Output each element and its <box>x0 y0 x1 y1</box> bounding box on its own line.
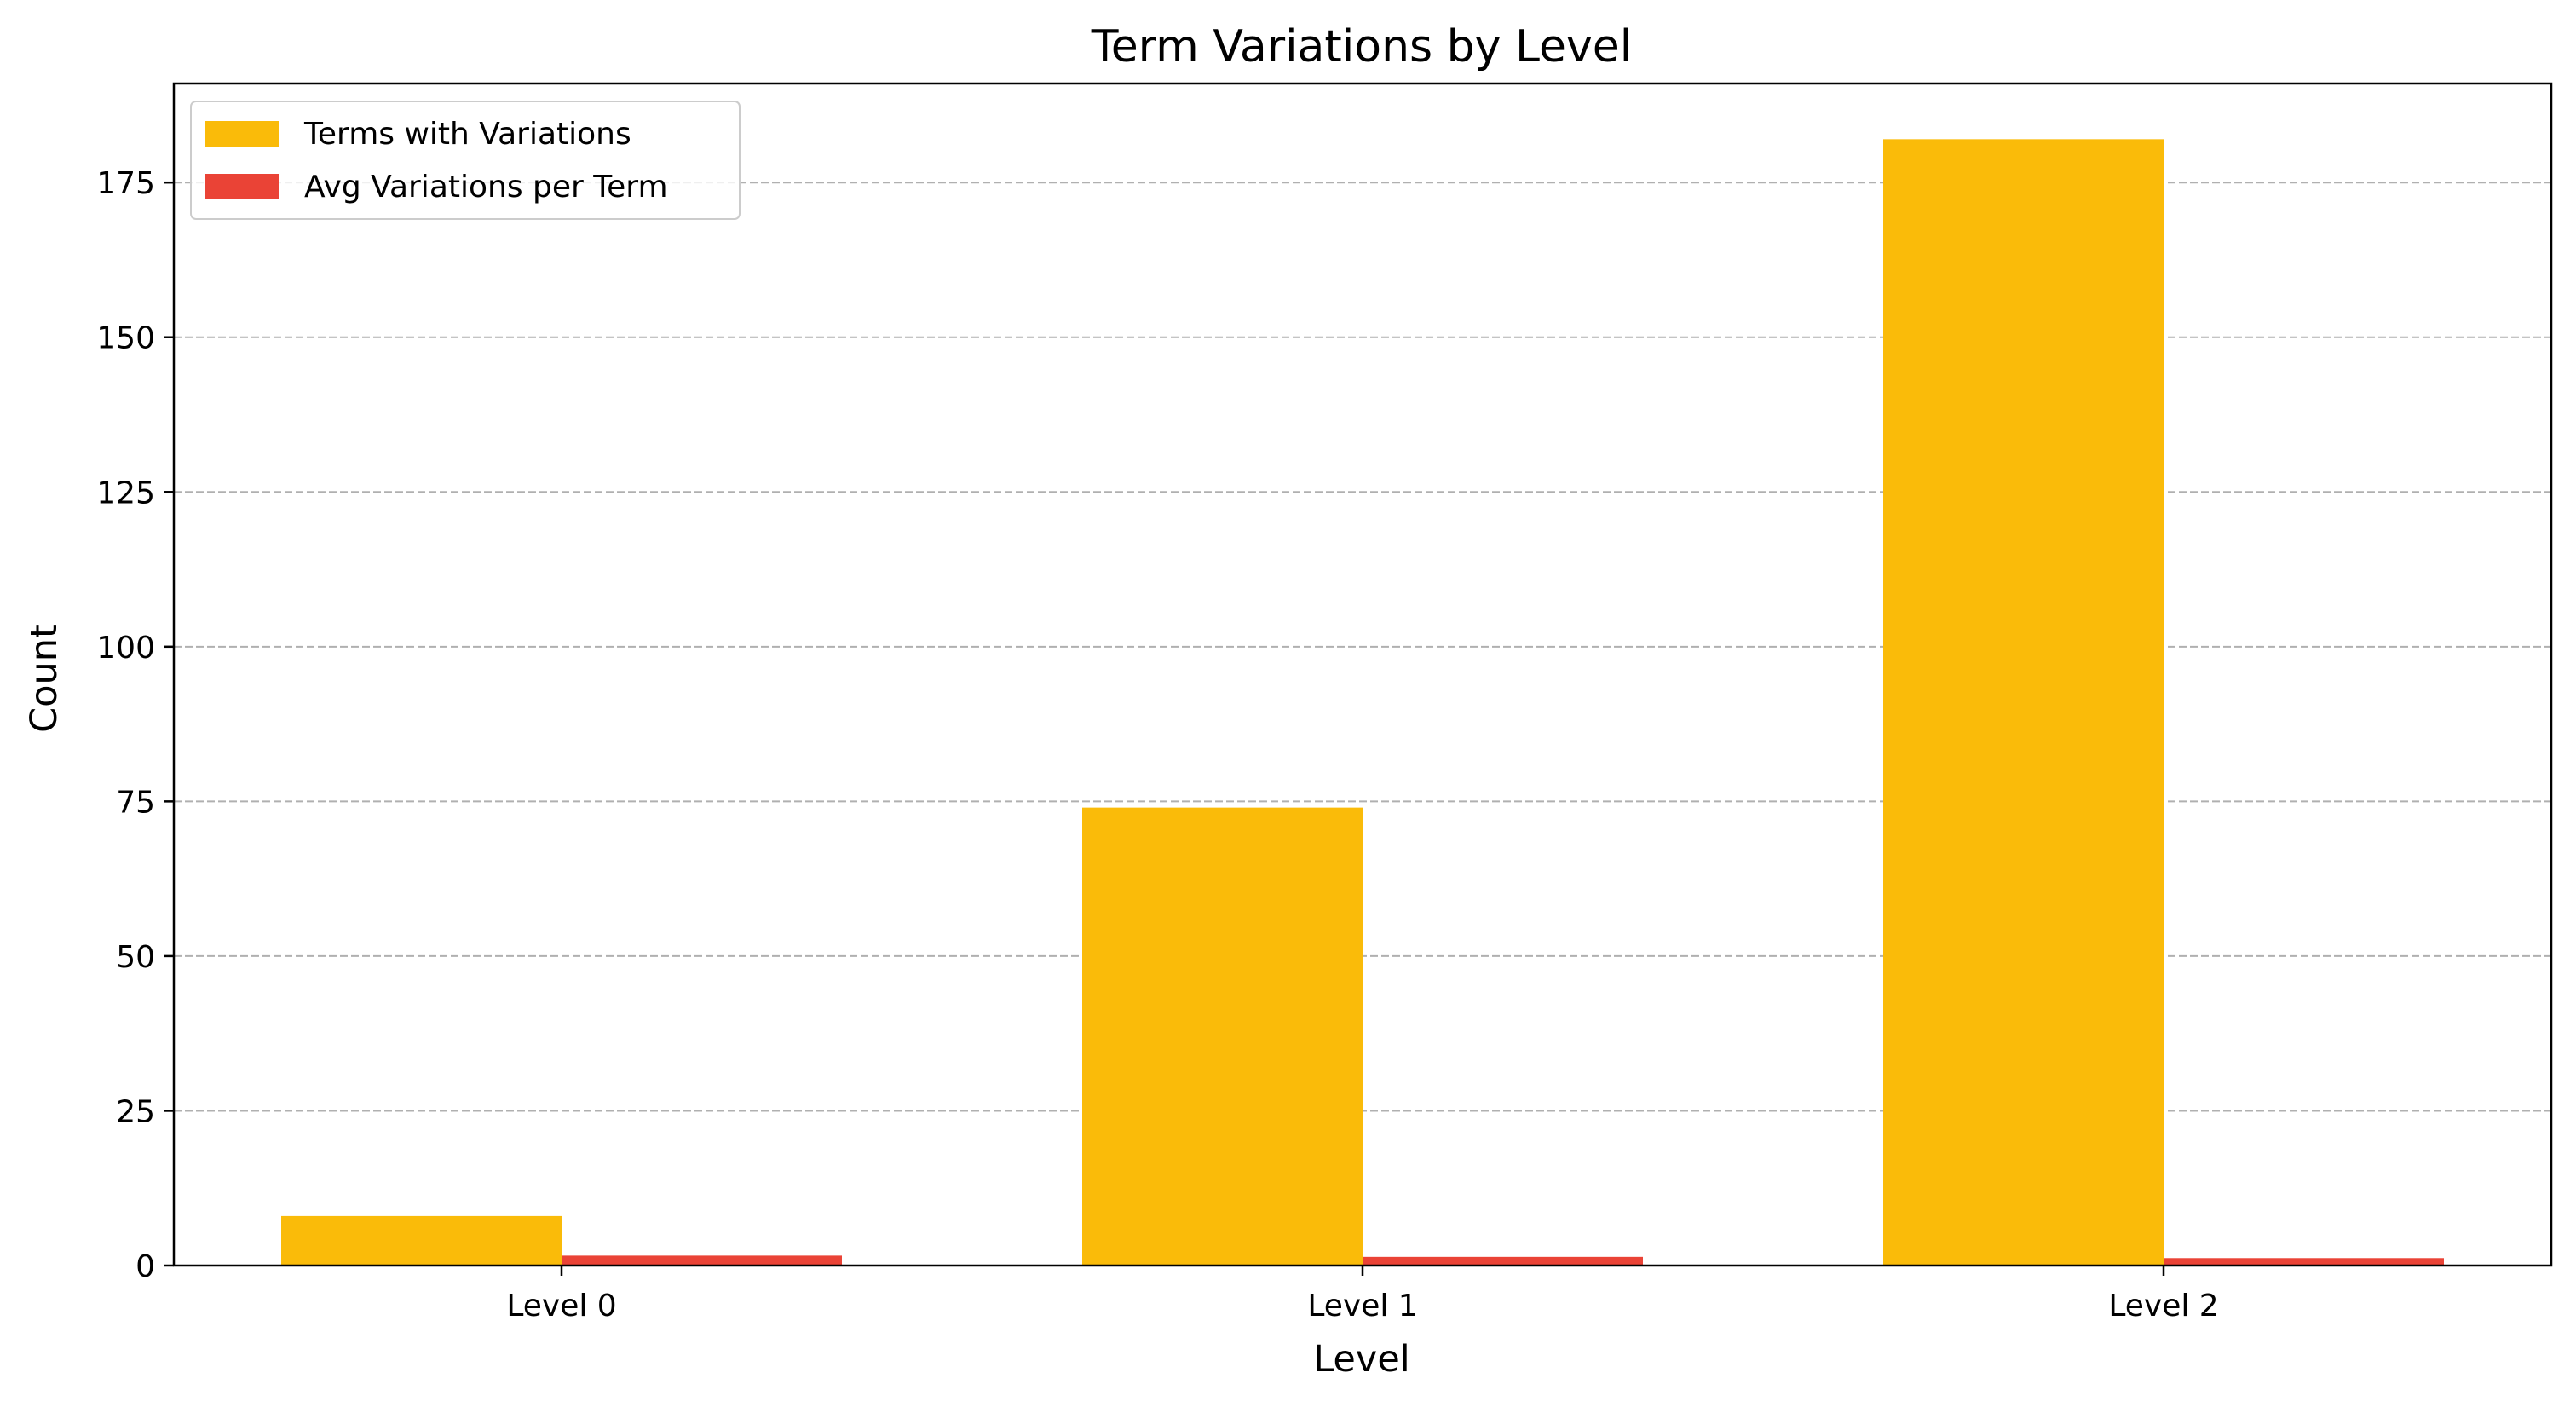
bar-avg-variations-per-term-level-1 <box>1363 1256 1643 1266</box>
legend-label-avg-variations-per-term: Avg Variations per Term <box>304 170 668 205</box>
y-tick-label-175: 175 <box>96 166 155 201</box>
y-tick-label-0: 0 <box>135 1249 155 1284</box>
y-tick-label-25: 25 <box>116 1094 155 1129</box>
bar-avg-variations-per-term-level-2 <box>2164 1258 2444 1266</box>
legend-label-terms-with-variations: Terms with Variations <box>303 117 631 152</box>
x-tick-label-level-2: Level 2 <box>2108 1289 2218 1323</box>
bar-terms-with-variations-level-1 <box>1082 807 1363 1266</box>
bar-terms-with-variations-level-0 <box>281 1215 562 1266</box>
legend-swatch-terms-with-variations <box>205 121 279 147</box>
x-axis-label: Level <box>1313 1338 1410 1381</box>
y-tick-label-50: 50 <box>116 940 155 975</box>
y-tick-label-150: 150 <box>96 321 155 356</box>
x-axis-ticks: Level 0 Level 1 Level 2 <box>506 1266 2219 1323</box>
y-tick-label-125: 125 <box>96 476 155 510</box>
legend: Terms with Variations Avg Variations per… <box>190 101 741 220</box>
legend-box <box>190 101 741 220</box>
x-tick-label-level-0: Level 0 <box>506 1289 616 1323</box>
y-axis-ticks: 0 25 50 75 100 125 150 175 <box>96 166 174 1284</box>
chart-title: Term Variations by Level <box>1091 21 1632 72</box>
y-axis-label: Count <box>23 624 66 733</box>
y-tick-label-75: 75 <box>116 785 155 820</box>
bars-layer <box>281 139 2444 1266</box>
x-tick-label-level-1: Level 1 <box>1307 1289 1417 1323</box>
bar-avg-variations-per-term-level-0 <box>562 1255 842 1266</box>
bar-terms-with-variations-level-2 <box>1883 139 2164 1266</box>
legend-swatch-avg-variations-per-term <box>205 174 279 199</box>
y-tick-label-100: 100 <box>96 631 155 666</box>
